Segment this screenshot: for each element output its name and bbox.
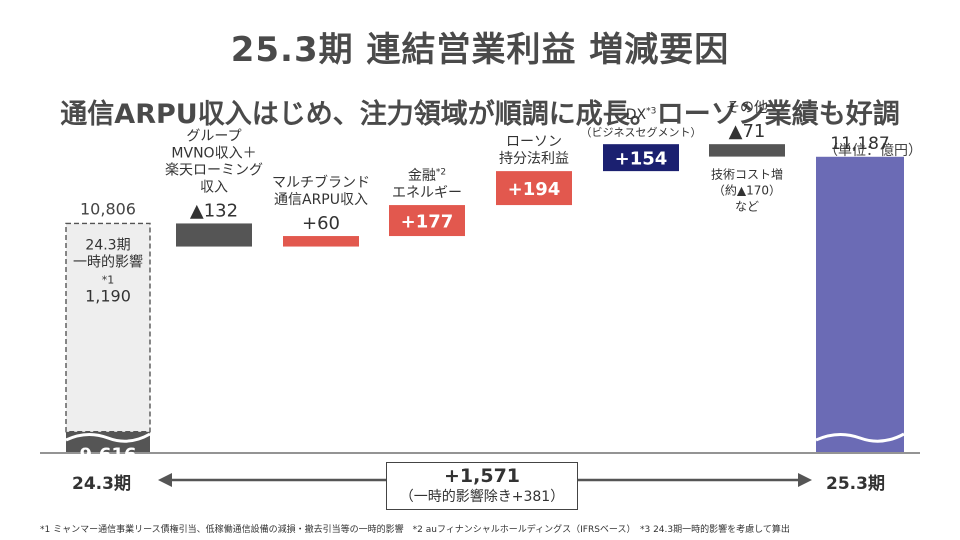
bar-start-total-label: 10,806 xyxy=(80,199,136,218)
category-note: （約▲170） xyxy=(713,183,781,198)
category-label: 通信ARPU収入 xyxy=(274,192,368,208)
category-note: 技術コスト増 xyxy=(711,168,783,182)
bar-step xyxy=(176,223,252,247)
footnote: *1 ミャンマー通信事業リース債権引当、低稼働通信設備の減損・撤去引当等の一時的… xyxy=(40,525,790,535)
slide-title: 25.3期 連結営業利益 増減要因 xyxy=(230,30,730,70)
category-label: エネルギー xyxy=(392,185,462,201)
bar-end-total-label: 11,187 xyxy=(830,134,889,154)
bar-step-value-label: +177 xyxy=(401,212,454,233)
bar-step-value-label: ▲71 xyxy=(729,121,766,142)
unit-label: （単位：億円） xyxy=(824,143,922,159)
one-time-value-label: 1,190 xyxy=(85,286,131,305)
category-label: （ビジネスセグメント） xyxy=(581,125,702,139)
bar-start-one-time xyxy=(65,222,151,433)
category-label: 楽天ローミング xyxy=(165,162,263,178)
arrow-head-right xyxy=(798,473,812,487)
x-label-end: 25.3期 xyxy=(826,474,885,494)
total-change-box: +1,571 （一時的影響除き+381） xyxy=(386,462,578,510)
bar-step-value-label: ▲132 xyxy=(190,200,238,221)
bar-step xyxy=(389,205,465,237)
total-change-value: +1,571 xyxy=(443,465,521,487)
category-label: MVNO収入＋ xyxy=(171,145,256,161)
x-label-start: 24.3期 xyxy=(72,474,131,494)
category-label: 収入 xyxy=(200,179,228,195)
category-label: グループ xyxy=(186,128,241,144)
bar-start-base xyxy=(66,431,150,452)
one-time-title-line: 24.3期 xyxy=(85,237,130,253)
bar-step xyxy=(709,144,785,157)
category-label: 金融*2 xyxy=(408,167,446,184)
bar-step xyxy=(496,171,572,206)
bar-step xyxy=(603,144,679,172)
category-label: ローソン xyxy=(506,134,562,150)
bar-end-total xyxy=(816,156,904,452)
category-label: 持分法利益 xyxy=(499,151,569,167)
one-time-title-line: *1 xyxy=(102,273,115,286)
axis-break-end xyxy=(815,432,905,443)
bar-start-base-label: 9,616 xyxy=(80,445,137,466)
bar-step-value-label: +194 xyxy=(508,179,561,200)
bar-step xyxy=(283,236,359,247)
category-label: DX*3 xyxy=(626,107,657,124)
bar-step-value-label: +60 xyxy=(302,213,340,234)
arrow-head-left xyxy=(158,473,172,487)
one-time-title-line: 一時的影響 xyxy=(73,253,143,270)
category-label: その他 xyxy=(726,100,768,116)
axis-break-start xyxy=(65,432,151,443)
total-change-sub: （一時的影響除き+381） xyxy=(399,489,565,505)
category-note: など xyxy=(735,200,759,214)
category-label: マルチブランド xyxy=(272,174,370,191)
bar-step-value-label: +154 xyxy=(615,149,668,170)
slide-subtitle: 通信ARPU収入はじめ、注力領域が順調に成長。ローソン業績も好調 xyxy=(60,99,900,130)
